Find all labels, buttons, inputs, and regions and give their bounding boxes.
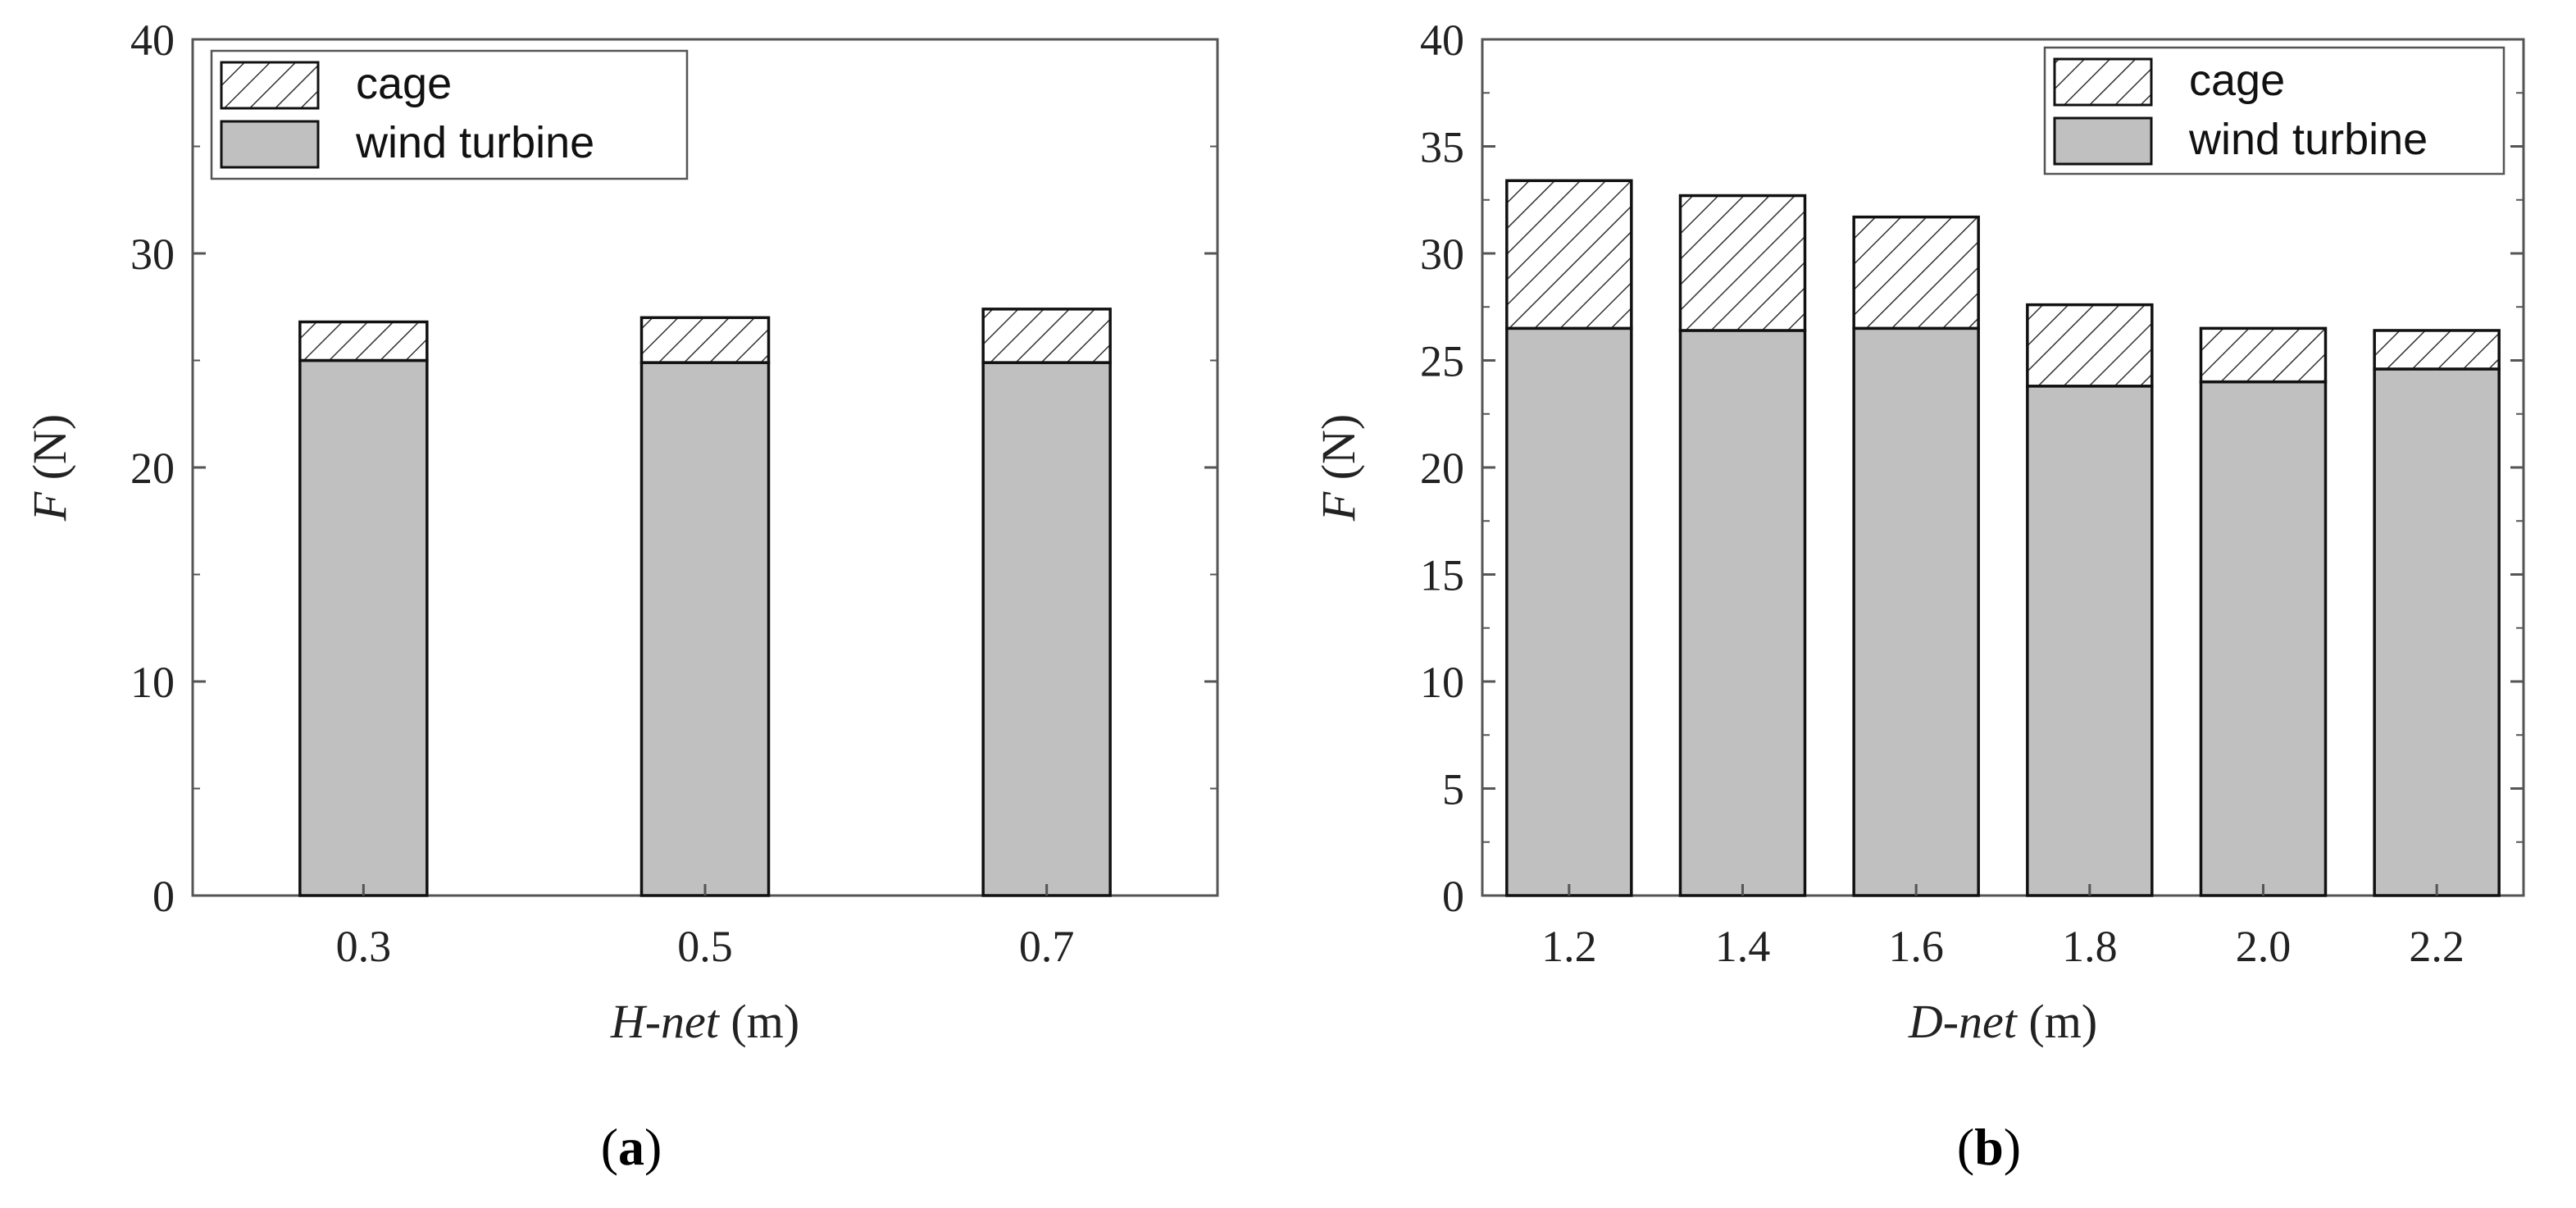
- panel-b-chart: 0 5 10 15 20 25 30 35 40 1.2 1.4 1.6 1.8 2.0 2.2 D-net …: [1312, 16, 2525, 1048]
- panel-label-a: (a): [601, 1118, 662, 1176]
- panel-b-bar-wind-turbine: [1678, 329, 1807, 897]
- panel-a-bar-wind-turbine: [981, 361, 1112, 897]
- panel-a-ytick-label: 20: [130, 444, 175, 493]
- panel-a-ytick-label: 10: [130, 658, 175, 707]
- panel-b-ytick-label: 10: [1420, 658, 1464, 707]
- panel-b-ytick-label: 35: [1420, 123, 1464, 172]
- panel-a-xtick-label: 0.7: [1019, 922, 1075, 971]
- panel-b-ytick-label: 5: [1442, 765, 1464, 814]
- panel-b-bar-cage: [1678, 194, 1807, 332]
- panel-b-legend-swatch-cage: [2053, 57, 2153, 107]
- panel-b-legend: cage wind turbine: [2043, 46, 2505, 176]
- panel-b-bar-wind-turbine: [1505, 326, 1633, 897]
- panel-b-legend-swatch-wind-turbine: [2053, 116, 2153, 166]
- panel-a-chart: 0 10 20 30 40 0.3 0.5 0.7 H-net (m) F (N) cage wind…: [23, 16, 1219, 1048]
- panel-b-bar-cage: [1852, 215, 1980, 330]
- panel-a-bar-cage: [298, 320, 429, 362]
- panel-b-ytick-label: 40: [1420, 16, 1464, 65]
- panel-a-xtick-label: 0.5: [677, 922, 733, 971]
- panel-b-ytick-label: 0: [1442, 872, 1464, 921]
- panel-a-legend-label: cage: [356, 59, 452, 108]
- panel-b-ytick-label: 25: [1420, 337, 1464, 386]
- panel-label-b: (b): [1957, 1118, 2021, 1176]
- panel-b-ytick-label: 15: [1420, 551, 1464, 600]
- panel-a-ytick-label: 0: [152, 872, 175, 921]
- panel-a-bar-cage: [639, 316, 771, 364]
- panel-b-ytick-label: 20: [1420, 444, 1464, 493]
- panel-b-xtick-label: 2.0: [2236, 922, 2292, 971]
- panel-b-x-axis-label: D-net (m): [1908, 995, 2097, 1048]
- panel-a-bar-cage: [981, 308, 1112, 364]
- panel-b-bar-wind-turbine: [2199, 380, 2328, 897]
- panel-b-legend-label: wind turbine: [2188, 115, 2428, 164]
- panel-b-bar-cage: [2373, 329, 2501, 371]
- panel-a-bar-wind-turbine: [639, 361, 771, 897]
- panel-b-bar-wind-turbine: [2026, 385, 2154, 897]
- panel-b-xtick-label: 1.2: [1541, 922, 1597, 971]
- panel-b-bar-cage: [1505, 179, 1633, 330]
- panel-a-bar-wind-turbine: [298, 358, 429, 897]
- panel-b-bar-wind-turbine: [2373, 367, 2501, 897]
- panel-b-xtick-label: 1.4: [1715, 922, 1771, 971]
- panel-a-legend-swatch-cage: [220, 61, 320, 110]
- panel-a-legend: cage wind turbine: [210, 49, 689, 180]
- panel-b-bar-wind-turbine: [1852, 326, 1980, 897]
- panel-b-ytick-label: 30: [1420, 230, 1464, 279]
- panel-a-x-axis-label: H-net (m): [610, 995, 799, 1048]
- panel-b-bar-cage: [2026, 303, 2154, 388]
- panel-a-y-axis-label: F (N): [23, 414, 76, 522]
- panel-a-xtick-label: 0.3: [336, 922, 392, 971]
- panel-b-xtick-label: 1.8: [2062, 922, 2118, 971]
- panel-b-y-axis-label: F (N): [1312, 414, 1365, 522]
- panel-a-ytick-label: 40: [130, 16, 175, 65]
- panel-b-xtick-label: 2.2: [2409, 922, 2464, 971]
- panel-b-bar-cage: [2199, 326, 2328, 384]
- panel-b-xtick-label: 1.6: [1888, 922, 1944, 971]
- panel-b-legend-label: cage: [2189, 56, 2285, 105]
- panel-a-ytick-label: 30: [130, 230, 175, 279]
- panel-a-legend-label: wind turbine: [355, 118, 594, 167]
- panel-a-legend-swatch-wind-turbine: [220, 120, 320, 169]
